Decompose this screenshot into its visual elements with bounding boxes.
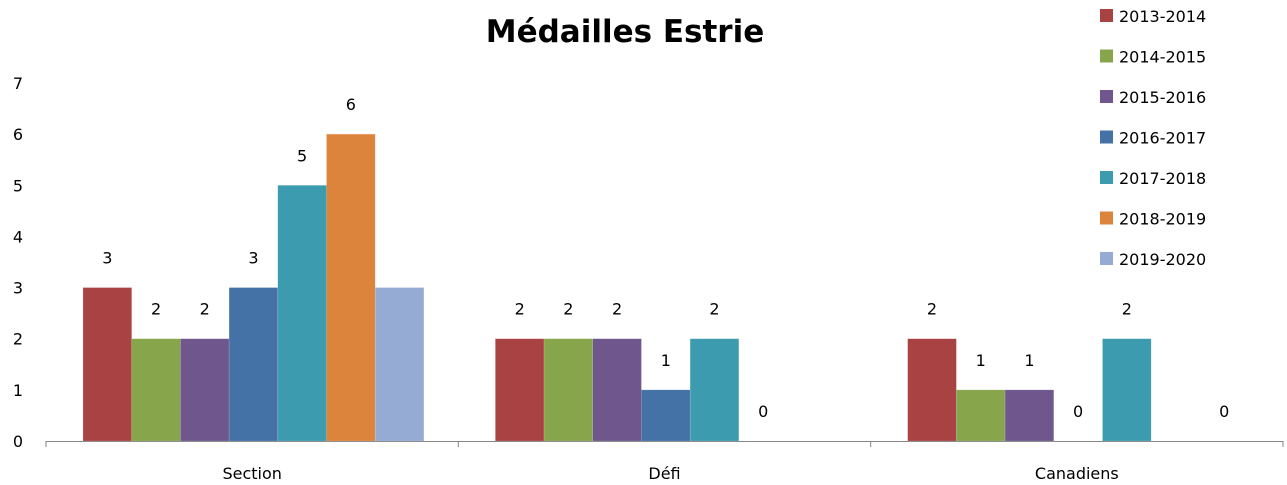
bars [82, 133, 1152, 442]
legend-swatch [1100, 130, 1113, 144]
data-label: 0 [1073, 402, 1083, 421]
bar [131, 338, 181, 442]
data-label: 1 [661, 351, 671, 370]
legend-label: 2016-2017 [1119, 129, 1206, 148]
data-label: 2 [200, 300, 210, 319]
category-label: Défi [648, 464, 680, 483]
data-label: 0 [758, 402, 768, 421]
legend-item: 2013-2014 [1100, 7, 1206, 26]
x-axis-ticks [45, 441, 1284, 447]
bar [689, 338, 740, 442]
bar [228, 287, 279, 442]
bar [326, 133, 376, 442]
legend-swatch [1100, 171, 1113, 184]
legend-label: 2014-2015 [1119, 48, 1206, 67]
bar [277, 185, 327, 442]
bar [82, 287, 132, 442]
y-axis-ticks: 0 1 2 3 4 5 6 7 [13, 74, 23, 451]
data-label: 3 [102, 249, 112, 268]
legend-item: 2019-2020 [1100, 250, 1206, 269]
bar [641, 389, 691, 442]
data-label: 0 [1219, 402, 1229, 421]
y-tick-label: 2 [13, 330, 23, 349]
data-label: 1 [1024, 351, 1034, 370]
legend-swatch [1100, 211, 1113, 225]
data-label: 3 [248, 249, 258, 268]
y-tick-label: 6 [13, 125, 23, 144]
y-tick-label: 1 [13, 381, 23, 400]
y-tick-label: 3 [13, 279, 23, 298]
legend-label: 2019-2020 [1119, 250, 1206, 269]
bar [374, 287, 425, 442]
bar [495, 338, 545, 442]
bar [956, 389, 1006, 442]
bar [180, 338, 230, 442]
bar [543, 338, 593, 442]
legend-item: 2016-2017 [1100, 129, 1206, 148]
data-label: 2 [927, 300, 937, 319]
legend-item: 2015-2016 [1100, 88, 1206, 107]
legend: 2013-2014 2014-2015 2015-2016 2016-2017 2017… [1100, 7, 1206, 269]
y-tick-label: 5 [13, 176, 23, 195]
category-labels: Section Défi Canadiens [222, 464, 1118, 483]
bar [592, 338, 642, 442]
data-labels: 3 2 2 3 5 6 2 2 2 1 2 0 2 1 1 0 2 0 [102, 95, 1229, 421]
data-label: 2 [612, 300, 622, 319]
legend-label: 2017-2018 [1119, 169, 1206, 188]
y-tick-label: 0 [13, 432, 23, 451]
data-label: 2 [1122, 300, 1132, 319]
legend-swatch [1100, 49, 1113, 63]
legend-label: 2018-2019 [1119, 210, 1206, 229]
data-label: 2 [151, 300, 161, 319]
legend-swatch [1100, 90, 1113, 103]
legend-swatch [1100, 9, 1113, 22]
bar [907, 338, 957, 442]
legend-label: 2013-2014 [1119, 7, 1206, 26]
bar [1004, 389, 1055, 442]
legend-item: 2014-2015 [1100, 48, 1206, 67]
category-label: Canadiens [1035, 464, 1119, 483]
data-label: 2 [563, 300, 573, 319]
data-label: 2 [709, 300, 719, 319]
y-tick-label: 7 [13, 74, 23, 93]
bar [1102, 338, 1152, 442]
data-label: 2 [515, 300, 525, 319]
category-label: Section [222, 464, 281, 483]
legend-item: 2018-2019 [1100, 210, 1206, 229]
data-label: 1 [976, 351, 986, 370]
y-tick-label: 4 [13, 227, 23, 246]
legend-item: 2017-2018 [1100, 169, 1206, 188]
data-label: 5 [297, 146, 307, 165]
chart-title: Médailles Estrie [486, 14, 765, 50]
legend-swatch [1100, 252, 1113, 265]
data-label: 6 [346, 95, 356, 114]
legend-label: 2015-2016 [1119, 88, 1206, 107]
